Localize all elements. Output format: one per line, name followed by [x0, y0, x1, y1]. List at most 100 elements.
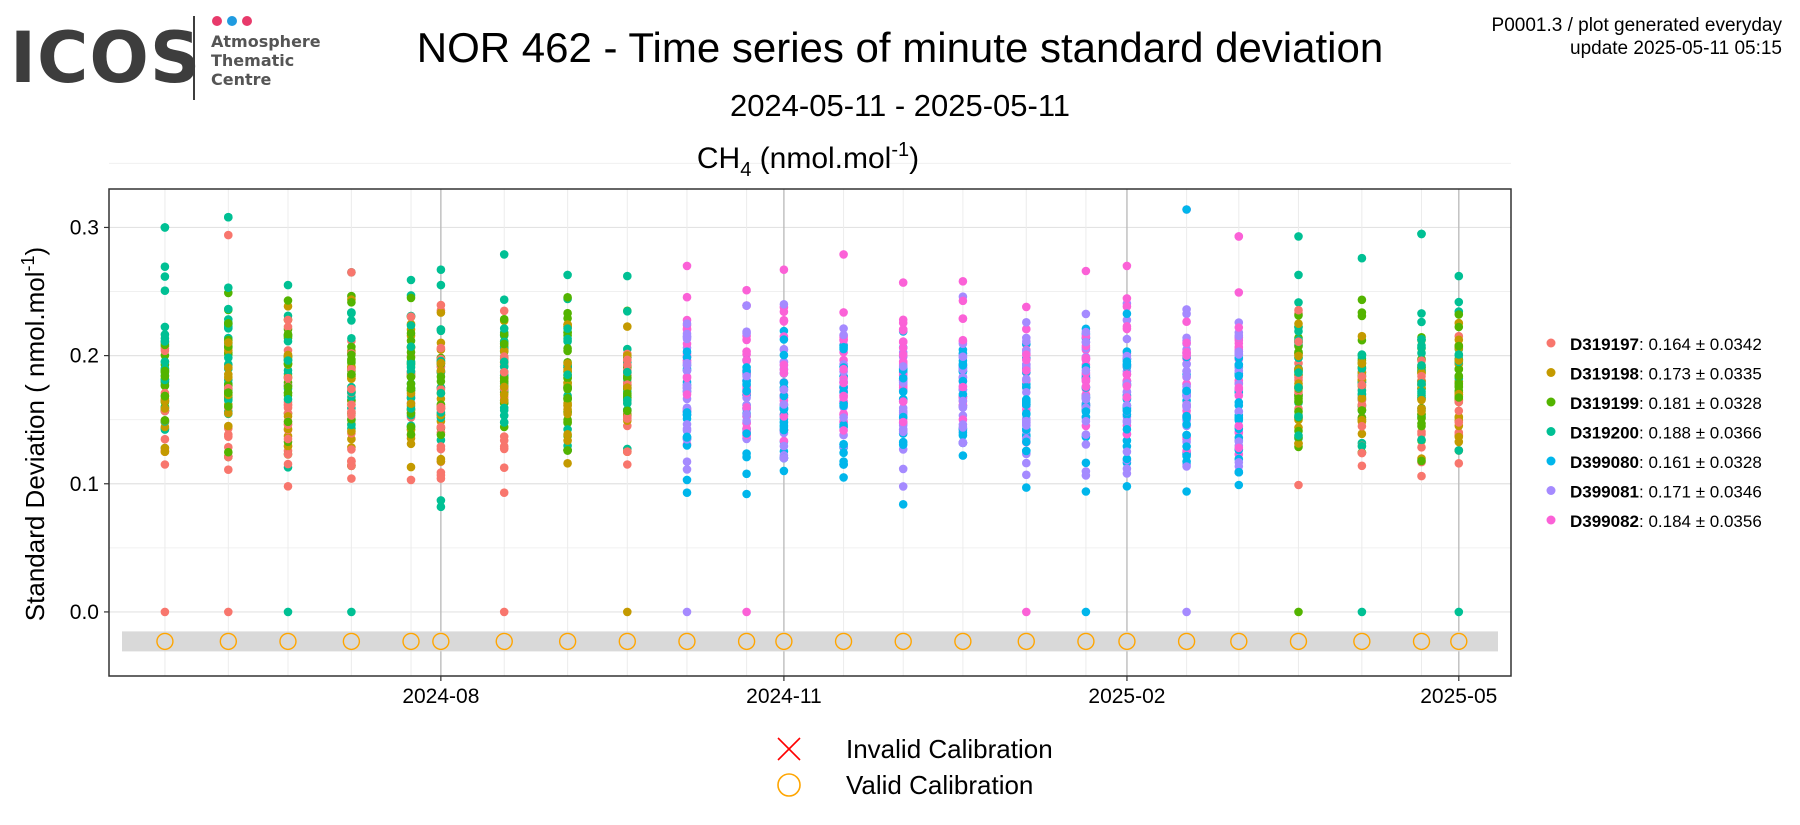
data-point — [1081, 382, 1091, 391]
data-point — [1357, 351, 1367, 361]
data-point — [406, 399, 416, 409]
data-point — [563, 409, 572, 419]
data-point — [958, 314, 968, 323]
legend-swatch — [1546, 338, 1556, 348]
data-point — [436, 366, 446, 376]
data-point — [1182, 487, 1191, 496]
data-point — [1234, 407, 1244, 416]
data-point — [742, 355, 751, 365]
y-tick-label: 0.2 — [70, 345, 99, 368]
data-point — [1022, 437, 1031, 447]
data-point — [1357, 406, 1367, 415]
legend-swatch — [1546, 397, 1556, 407]
data-point — [623, 367, 632, 377]
data-point — [682, 420, 692, 429]
data-point — [160, 357, 170, 367]
data-point — [1454, 381, 1464, 391]
data-point — [1357, 372, 1367, 381]
data-point — [283, 373, 293, 383]
calibration-marker-valid — [279, 632, 297, 651]
data-point — [1294, 232, 1303, 241]
data-point — [839, 460, 848, 469]
legend-entry: D399080: 0.161 ± 0.0328 — [1570, 453, 1762, 472]
data-point — [224, 447, 233, 457]
data-point — [1182, 347, 1191, 357]
data-point — [283, 417, 293, 427]
calibration-marker-valid — [1353, 632, 1371, 651]
x-tick-label: 2024-11 — [746, 685, 822, 708]
data-point — [1357, 308, 1367, 317]
calibration-marker-valid — [1230, 632, 1248, 651]
data-point — [623, 460, 632, 469]
data-point — [499, 324, 509, 333]
data-point — [1081, 430, 1091, 439]
data-point — [1122, 425, 1132, 434]
data-point — [1454, 393, 1464, 402]
logo-divider — [193, 16, 195, 100]
legend-series-stat: : 0.188 ± 0.0366 — [1639, 424, 1762, 443]
data-point — [499, 346, 509, 355]
data-point — [682, 383, 692, 392]
data-point — [499, 488, 509, 498]
data-point — [1234, 398, 1244, 407]
invalid-calibration-label: Invalid Calibration — [846, 734, 1053, 764]
legend-swatch — [1546, 427, 1556, 436]
data-point — [563, 270, 572, 280]
data-point — [1122, 382, 1132, 391]
data-point — [1122, 324, 1132, 334]
calibration-marker-valid — [737, 632, 756, 651]
data-point — [839, 413, 848, 422]
data-point — [563, 436, 572, 445]
data-point — [1122, 406, 1132, 416]
data-point — [1417, 443, 1426, 452]
data-point — [1022, 302, 1031, 312]
data-point — [1234, 391, 1244, 400]
data-point — [1357, 429, 1367, 439]
data-point — [1294, 480, 1303, 490]
data-point — [1022, 446, 1031, 456]
data-point — [1022, 483, 1031, 492]
data-point — [1182, 462, 1191, 471]
data-point — [1081, 416, 1091, 426]
data-point — [742, 363, 751, 372]
data-point — [1081, 327, 1091, 337]
data-point — [1022, 388, 1031, 397]
data-point — [1182, 420, 1191, 429]
data-point — [283, 482, 293, 491]
data-point — [283, 388, 293, 398]
data-point — [742, 380, 751, 389]
calibration-marker-valid — [402, 632, 420, 651]
data-point — [898, 387, 908, 397]
data-point — [1022, 337, 1031, 346]
data-point — [224, 319, 233, 328]
data-point — [1022, 355, 1031, 365]
data-point — [160, 262, 170, 272]
chart-title-unit-sup: -1 — [891, 139, 909, 161]
data-point — [958, 361, 968, 370]
data-point — [1454, 356, 1464, 365]
data-point — [1357, 607, 1367, 617]
data-point — [436, 442, 446, 451]
data-point — [224, 304, 233, 314]
data-point — [1182, 386, 1191, 396]
data-point — [1294, 412, 1303, 422]
data-point — [1122, 357, 1132, 366]
data-point — [682, 475, 692, 485]
data-point — [742, 469, 751, 479]
data-point — [898, 417, 908, 427]
data-point — [1417, 371, 1426, 381]
data-point — [779, 400, 789, 409]
data-point — [347, 334, 356, 343]
data-point — [283, 315, 293, 325]
data-point — [742, 403, 751, 412]
chart-title-species: CH — [697, 142, 740, 175]
data-point — [1022, 416, 1031, 426]
data-point — [682, 347, 692, 357]
calibration-markers — [156, 632, 1468, 651]
data-point — [898, 427, 908, 437]
data-point — [436, 404, 446, 414]
data-point — [1022, 409, 1031, 418]
data-point — [898, 350, 908, 360]
data-point — [958, 423, 968, 432]
legend-swatch — [1546, 368, 1556, 377]
